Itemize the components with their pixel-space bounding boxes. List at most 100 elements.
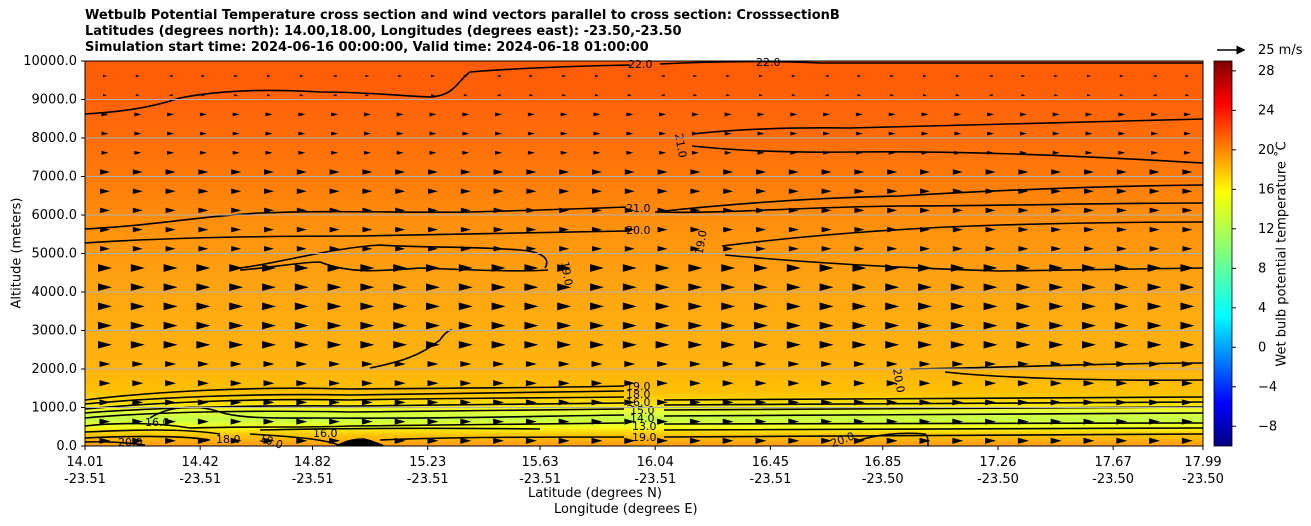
wind-vector [229, 340, 244, 349]
wind-vector [655, 283, 670, 292]
colorbar-ticks: 28 24 20 16 12 8 4 0 −4 −8 [1232, 64, 1277, 434]
title-line-3: Simulation start time: 2024-06-16 00:00:… [85, 40, 649, 55]
wind-vector [428, 188, 438, 194]
wind-vector [458, 283, 473, 292]
wind-vector [688, 302, 703, 311]
wind-vector [495, 112, 503, 117]
wind-vector [985, 169, 996, 175]
wind-vector [163, 340, 178, 349]
wind-vector [950, 283, 965, 292]
wind-vector [495, 150, 503, 155]
wind-vector [263, 360, 275, 368]
wind-vector [1149, 188, 1160, 194]
wind-vector [1149, 246, 1160, 252]
wind-vector [954, 150, 962, 155]
wind-vector [590, 283, 604, 292]
colorbar [1213, 60, 1233, 447]
wind-vector [491, 283, 506, 292]
x-tick-label-lon: -23.51 [749, 472, 791, 487]
wind-vector [199, 112, 207, 117]
wind-vector [1182, 246, 1193, 252]
wind-vector [887, 207, 898, 214]
wind-vector [819, 283, 834, 292]
wind-vector [955, 74, 960, 78]
wind-vector [1087, 74, 1091, 78]
wind-vector [1149, 169, 1160, 175]
wind-vector [229, 302, 244, 311]
wind-vector [755, 360, 767, 368]
wind-vector [100, 188, 110, 194]
wind-vector [1021, 94, 1026, 97]
wind-vector [163, 321, 178, 330]
wind-vector [788, 437, 800, 444]
wind-vector [593, 150, 601, 155]
wind-vector [362, 226, 373, 233]
wind-vector [229, 283, 244, 292]
wind-vector [493, 207, 504, 214]
wind-vector [691, 131, 699, 136]
wind-vector [919, 399, 931, 406]
wind-vector [231, 169, 242, 175]
wind-vector [329, 418, 341, 425]
wind-vector [527, 131, 535, 136]
wind-vector [360, 321, 375, 330]
colorbar-tick-label: 24 [1258, 103, 1275, 118]
wind-vector [886, 360, 898, 368]
wind-vector [1181, 399, 1193, 406]
wind-vector [755, 418, 767, 425]
wind-vector [952, 399, 964, 406]
wind-vector [99, 380, 111, 387]
wind-vector [1049, 283, 1064, 292]
wind-vector [921, 112, 929, 117]
wind-vector [329, 360, 341, 368]
wind-vector [361, 380, 373, 387]
wind-vector [525, 418, 537, 425]
wind-vector [1018, 226, 1029, 233]
wind-vector [1182, 207, 1193, 214]
wind-vector [693, 74, 698, 78]
wind-vector [168, 74, 173, 78]
wind-vector [396, 131, 404, 136]
wind-vector [1152, 94, 1157, 97]
wind-vector [757, 131, 765, 136]
wind-vector [854, 169, 865, 175]
wind-vector [558, 380, 570, 387]
wind-vector [885, 283, 900, 292]
wind-vector [395, 188, 406, 194]
wind-vector [722, 380, 734, 387]
wind-vector [429, 131, 437, 136]
wind-vector [201, 74, 206, 78]
wind-vector [460, 380, 472, 387]
wind-vector [1052, 131, 1060, 136]
wind-vector [821, 418, 833, 425]
wind-vector [265, 131, 273, 136]
wind-vector [165, 188, 176, 194]
wind-vector [230, 360, 242, 368]
wind-vector [985, 380, 997, 387]
contour-label: 18.0 [626, 388, 651, 401]
contour-label: 20.0 [890, 367, 907, 393]
wind-vector [99, 437, 111, 444]
wind-vector [264, 226, 274, 233]
wind-vector [100, 169, 110, 175]
wind-vector [788, 418, 800, 425]
x-tick-label-lon: -23.51 [634, 472, 676, 487]
x-tick-label-lat: 17.26 [979, 455, 1016, 470]
wind-vector [1017, 437, 1029, 444]
wind-vector [562, 74, 567, 78]
wind-vector [100, 207, 110, 214]
wind-vector [230, 380, 242, 387]
wind-vector [296, 418, 308, 425]
wind-vector [360, 340, 375, 349]
colorbar-tick-label: 16 [1258, 182, 1275, 197]
wind-vector [852, 264, 867, 272]
wind-vector [363, 131, 371, 136]
wind-vector [1052, 112, 1060, 117]
wind-vector [493, 169, 504, 175]
wind-vector [103, 74, 107, 78]
wind-vector [1054, 74, 1059, 78]
wind-vector [821, 188, 832, 194]
y-tick-label: 0.0 [56, 439, 77, 454]
wind-vector [132, 418, 144, 425]
wind-vector [788, 207, 799, 214]
